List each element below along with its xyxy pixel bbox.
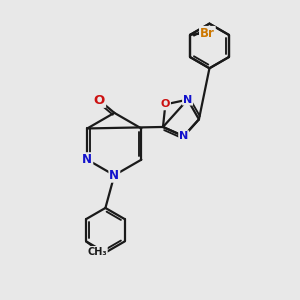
Text: N: N	[183, 95, 192, 105]
Text: N: N	[109, 169, 119, 182]
Text: N: N	[82, 153, 92, 166]
Text: O: O	[161, 99, 170, 110]
Text: Br: Br	[200, 27, 215, 40]
Text: CH₃: CH₃	[87, 247, 107, 257]
Text: O: O	[94, 94, 105, 107]
Text: N: N	[179, 131, 188, 141]
